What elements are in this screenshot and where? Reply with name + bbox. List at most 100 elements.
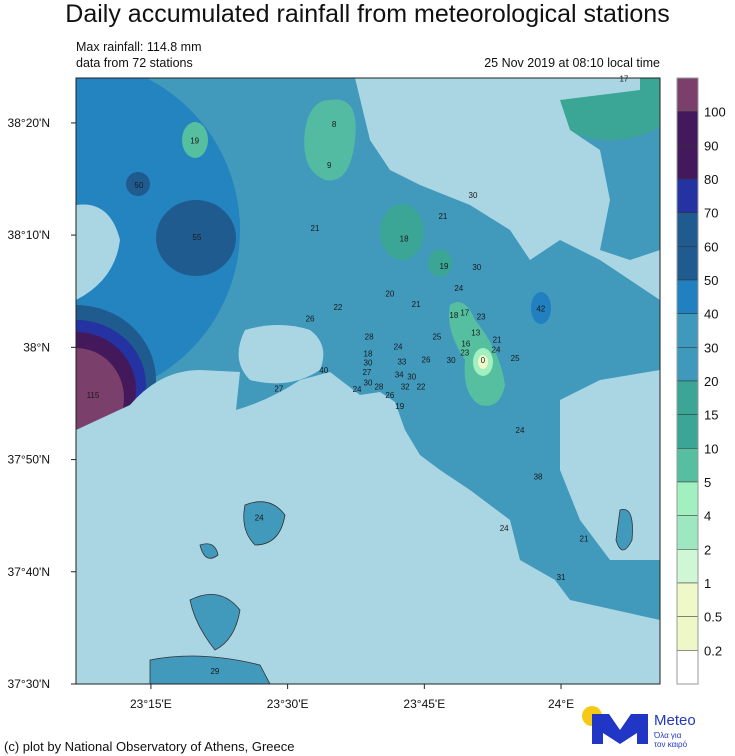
colorbar-label: 40 [704,307,718,322]
station-value: 19 [440,262,449,271]
colorbar-bin [676,178,699,213]
colorbar-bin [676,515,699,550]
station-value: 22 [333,303,342,312]
lat-tick-label: 38°N [23,340,50,354]
colorbar-label: 5 [704,475,711,490]
lon-tick-label: 23°15'E [130,697,172,711]
station-value: 21 [493,335,502,344]
colorbar-bin [676,616,699,651]
colorbar-label: 1 [704,576,711,591]
contour-50-60 [156,200,236,276]
sea-eleusis-bay [238,325,324,384]
contour-50-small [126,172,150,196]
station-value: 30 [407,372,416,381]
station-value: 30 [364,358,373,367]
coast-peloponnese [149,655,271,684]
colorbar-label: 0.5 [704,610,722,625]
station-value: 0 [481,356,486,365]
colorbar-label: 90 [704,138,718,153]
colorbar-bin [676,246,699,281]
station-value: 38 [534,473,543,482]
colorbar-frame [676,77,699,685]
station-value: 42 [536,304,545,313]
station-value: 9 [327,161,332,170]
timestamp-label: 25 Nov 2019 at 08:10 local time [484,56,660,70]
station-value: 27 [274,384,283,393]
station-value: 30 [364,378,373,387]
station-value: 24 [492,345,501,354]
logo-tagline: Όλα για τον καιρό [654,731,687,749]
island-makronisos [615,508,633,551]
lat-tick-label: 38°10'N [8,228,50,242]
colorbar-bin [676,380,699,415]
colorbar-label: 60 [704,239,718,254]
station-value: 21 [580,535,589,544]
lon-tick-label: 24°E [548,697,574,711]
station-value: 17 [460,308,469,317]
logo-m-icon [592,714,648,744]
station-value: 26 [422,355,431,364]
logo-name: Meteo [654,712,696,729]
station-value: 28 [374,382,383,391]
station-value: 23 [460,349,469,358]
lon-tick-label: 23°30'E [267,697,309,711]
colorbar-bin [676,650,699,685]
max-rainfall-label: Max rainfall: 114.8 mm [76,40,202,54]
station-value: 30 [472,263,481,272]
station-value: 28 [365,333,374,342]
colorbar-label: 30 [704,340,718,355]
sea-east [560,370,660,560]
sea-euboean-gulf [355,78,660,300]
lat-tick-label: 37°30'N [8,677,50,691]
lon-tick-label: 23°45'E [403,697,445,711]
station-value: 8 [332,120,337,129]
sea-corinth-gulf [76,204,120,300]
colorbar-label: 15 [704,408,718,423]
contour-18 [380,204,424,260]
station-value: 27 [362,368,371,377]
station-value: 21 [311,224,320,233]
station-value: 25 [511,354,520,363]
colorbar-bin [676,212,699,247]
logo-tagline-line1: Όλα για [654,731,682,740]
colorbar-bin [676,347,699,382]
colorbar-label: 50 [704,273,718,288]
station-value: 20 [385,289,394,298]
page-title: Daily accumulated rainfall from meteorol… [65,0,670,28]
colorbar-bin [676,481,699,516]
station-value: 18 [449,311,458,320]
station-value: 24 [394,343,403,352]
colorbar-label: 20 [704,374,718,389]
colorbar-label: 4 [704,509,711,524]
colorbar-label: 100 [704,105,726,120]
station-value: 25 [432,333,441,342]
colorbar-bin [676,582,699,617]
station-value: 40 [319,366,328,375]
station-value: 22 [417,383,426,392]
station-value: 18 [400,234,409,243]
station-value: 32 [401,382,410,391]
colorbar-bin [676,414,699,449]
colorbar-label: 80 [704,172,718,187]
colorbar-label: 10 [704,441,718,456]
contour-19-east [428,249,452,277]
contour-0-1 [478,355,488,369]
colorbar-label: 0.2 [704,643,722,658]
station-value: 16 [461,339,470,348]
station-value: 31 [557,573,566,582]
credit-text: (c) plot by National Observatory of Athe… [4,739,295,754]
station-value: 24 [255,514,264,523]
station-value: 26 [306,314,315,323]
colorbar-bin [676,448,699,483]
station-value: 21 [438,212,447,221]
colorbar-bin [676,549,699,584]
station-value: 24 [353,385,362,394]
station-value: 17 [619,75,628,84]
station-value: 33 [397,357,406,366]
station-value: 30 [469,191,478,200]
lat-tick-label: 38°20'N [8,116,50,130]
colorbar-bin [676,111,699,146]
station-value: 29 [210,667,219,676]
station-value: 24 [516,426,525,435]
